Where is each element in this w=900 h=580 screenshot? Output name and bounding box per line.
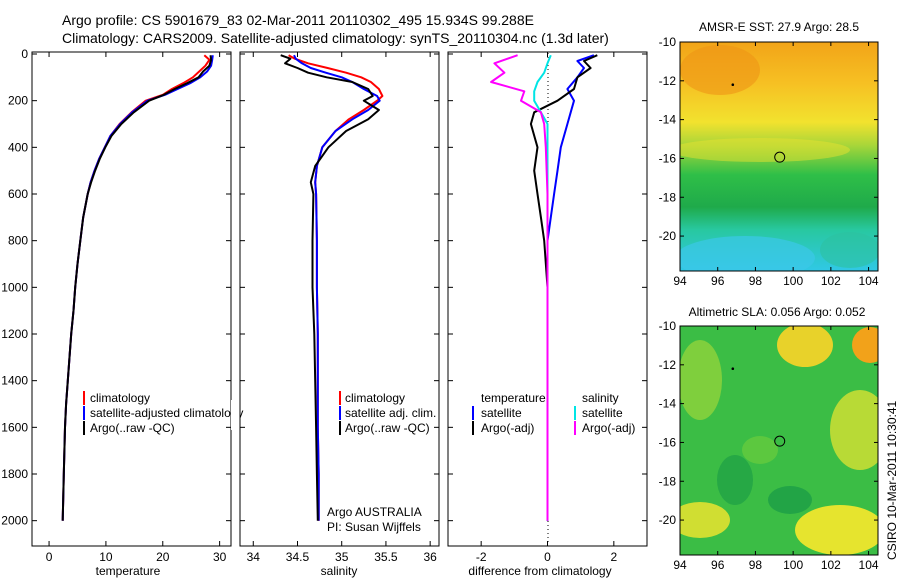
difference-xtick-label: -2	[476, 550, 487, 564]
argo-australia-annotation: Argo AUSTRALIA	[327, 505, 422, 519]
sla-map-ytick-label: -20	[659, 513, 677, 527]
salinity-series-argo-raw-qc	[280, 54, 380, 521]
sla-map-ytick-label: -16	[659, 435, 677, 449]
sla-map-track-dot	[731, 367, 735, 370]
sst-map-xtick-label: 102	[821, 274, 841, 288]
legend-label-argo-s: Argo(..raw -QC)	[345, 421, 430, 435]
temperature-series-climatology	[61, 54, 211, 521]
temperature-xtick-label: 10	[99, 550, 113, 564]
temperature-xtick-label: 0	[46, 550, 53, 564]
sla-map-xtick-label: 104	[859, 558, 879, 572]
sst-map-xtick-label: 98	[749, 274, 763, 288]
sst-map-xtick-label: 96	[711, 274, 725, 288]
depth-ytick-label: 1800	[1, 467, 28, 481]
sst-map-ytick-label: -20	[659, 229, 677, 243]
sla-map-ytick-label: -10	[659, 319, 677, 333]
difference-legend: temperature salinity satellite Argo(-adj…	[472, 391, 635, 435]
sla-map-xtick-label: 98	[749, 558, 763, 572]
legend-title-temperature: temperature	[481, 391, 546, 405]
salinity-xtick-label: 35.5	[374, 550, 398, 564]
sla-map-ytick-label: -12	[659, 358, 677, 372]
sst-map-ytick-label: -18	[659, 190, 677, 204]
legend-label-sal-argo: Argo(-adj)	[582, 421, 635, 435]
legend-label-argo: Argo(..raw -QC)	[90, 421, 175, 435]
sla-map-ytick-label: -18	[659, 474, 677, 488]
temperature-xtick-label: 30	[213, 550, 227, 564]
depth-ytick-label: 0	[21, 47, 28, 61]
sla-map-xtick-label: 102	[821, 558, 841, 572]
difference-series-salinity-argo-adj	[490, 54, 549, 521]
sla-map-float-marker	[774, 435, 786, 447]
temperature-xtick-label: 20	[156, 550, 170, 564]
legend-label-climatology: climatology	[90, 391, 150, 405]
legend-label-temp-argo: Argo(-adj)	[481, 421, 534, 435]
sla-map-xtick-label: 100	[783, 558, 803, 572]
difference-xtick-label: 2	[610, 550, 617, 564]
temperature-series-argo-raw-qc	[61, 55, 213, 521]
sla-map-ytick-label: -14	[659, 397, 677, 411]
sst-map-track-dot	[731, 83, 735, 86]
sst-map-frame	[679, 41, 879, 272]
depth-ytick-label: 400	[8, 140, 28, 154]
temperature-xlabel: temperature	[96, 564, 161, 578]
temperature-legend: climatology satellite-adjusted climatolo…	[83, 391, 243, 435]
sst-map-xtick-label: 100	[783, 274, 803, 288]
sla-map-field	[680, 326, 878, 555]
legend-label-sal-satellite: satellite	[582, 406, 623, 420]
sst-map-float-marker	[774, 151, 786, 163]
difference-xtick-label: 0	[544, 550, 551, 564]
difference-series-temperature-argo-adj	[529, 54, 598, 521]
legend-label-satellite-s: satellite adj. clim.	[345, 406, 436, 420]
salinity-xtick-label: 36	[423, 550, 437, 564]
depth-ytick-label: 2000	[1, 514, 28, 528]
legend-label-climatology-s: climatology	[345, 391, 405, 405]
salinity-xtick-label: 34.5	[286, 550, 310, 564]
salinity-plot-frame	[239, 51, 440, 547]
sst-map-title: AMSR-E SST: 27.9 Argo: 28.5	[699, 20, 859, 34]
depth-ytick-label: 600	[8, 187, 28, 201]
salinity-xtick-label: 35	[335, 550, 349, 564]
sla-map-xtick-label: 94	[673, 558, 687, 572]
depth-ytick-label: 800	[8, 234, 28, 248]
sla-map-frame	[679, 325, 879, 556]
temperature-plot-frame	[31, 51, 232, 547]
figure-title-line2: Climatology: CARS2009. Satellite-adjuste…	[62, 30, 609, 46]
sst-map-ytick-label: -10	[659, 35, 677, 49]
depth-ytick-label: 1600	[1, 420, 28, 434]
depth-ytick-label: 1400	[1, 374, 28, 388]
sst-map-field	[680, 42, 878, 271]
legend-title-salinity: salinity	[582, 391, 619, 405]
legend-label-satellite-adjusted: satellite-adjusted climatology	[90, 406, 243, 420]
salinity-series-climatology	[288, 54, 384, 521]
sst-map-xtick-label: 94	[673, 274, 687, 288]
depth-ytick-label: 1200	[1, 327, 28, 341]
figure-title-line1: Argo profile: CS 5901679_83 02-Mar-2011 …	[62, 12, 534, 28]
difference-series-temperature-satellite	[546, 54, 595, 521]
salinity-xlabel: salinity	[321, 564, 358, 578]
sst-map-ytick-label: -14	[659, 113, 677, 127]
sla-map-title: Altimetric SLA: 0.056 Argo: 0.052	[689, 305, 866, 319]
pi-annotation: PI: Susan Wijffels	[327, 520, 421, 534]
sst-map-xtick-label: 104	[859, 274, 879, 288]
depth-ytick-label: 200	[8, 94, 28, 108]
sst-map-ytick-label: -16	[659, 151, 677, 165]
sla-map-xtick-label: 96	[711, 558, 725, 572]
depth-ytick-label: 1000	[1, 280, 28, 294]
credit-text: CSIRO 10-Mar-2011 10:30:41	[885, 400, 899, 560]
temperature-series-satellite-adjusted-climatology	[61, 55, 214, 521]
legend-label-temp-satellite: satellite	[481, 406, 522, 420]
salinity-xtick-label: 34	[247, 550, 261, 564]
salinity-series-satellite-adj-clim	[293, 54, 381, 521]
difference-xlabel: difference from climatology	[468, 564, 611, 578]
sst-map-ytick-label: -12	[659, 74, 677, 88]
salinity-legend: climatology satellite adj. clim. Argo(..…	[339, 391, 436, 435]
